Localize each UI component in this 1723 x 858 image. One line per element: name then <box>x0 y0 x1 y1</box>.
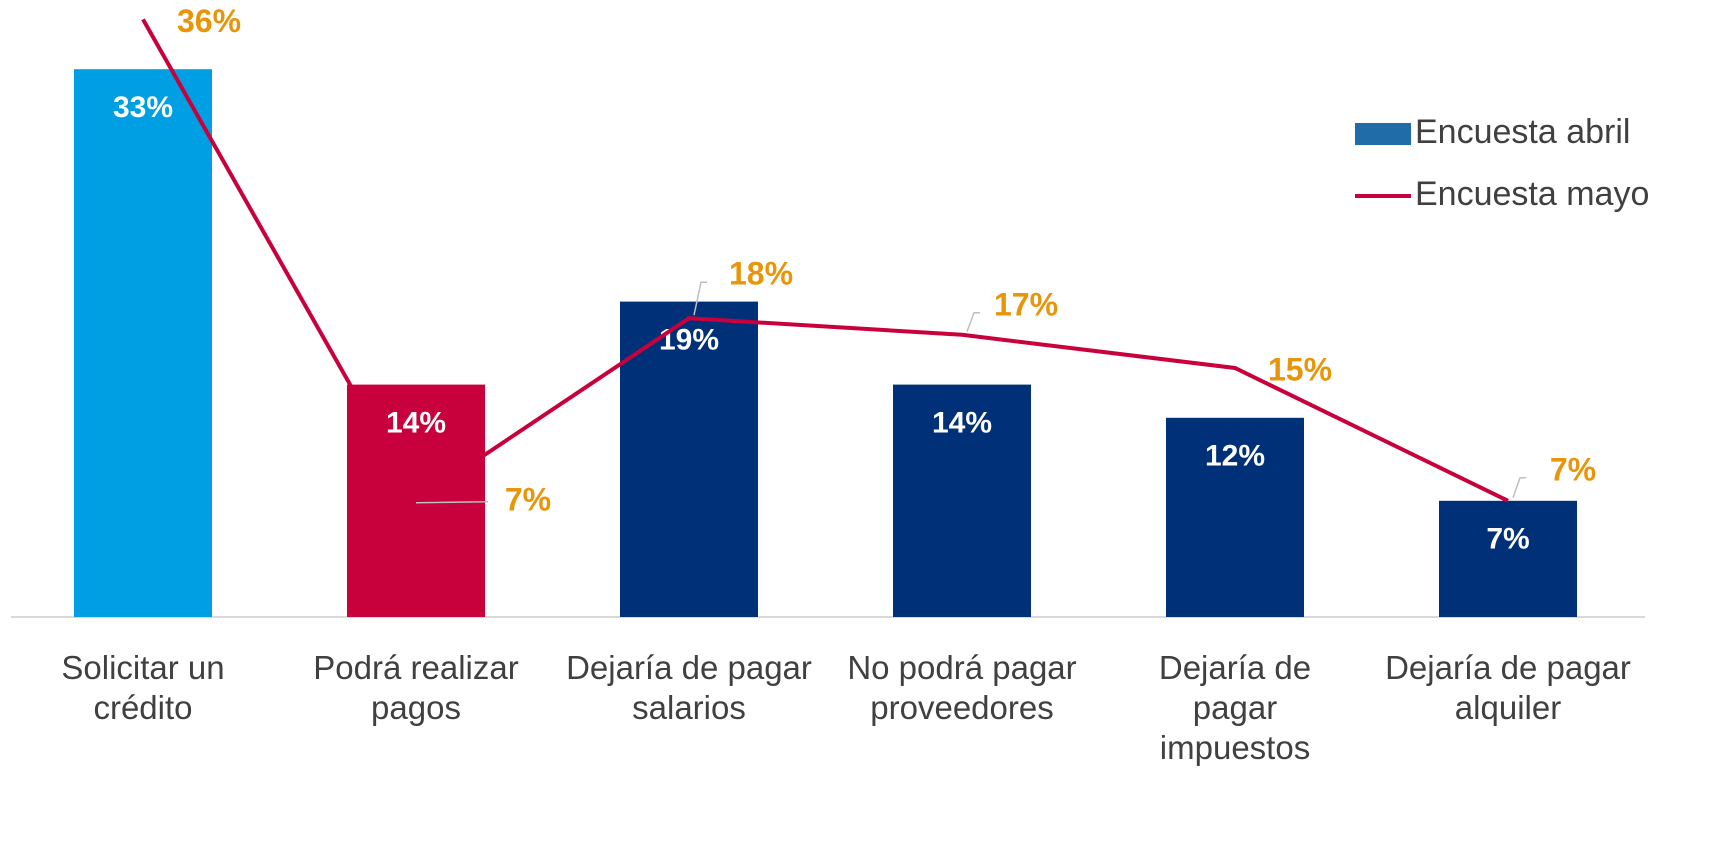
x-tick-label: Podrá realizar pagos <box>313 649 519 726</box>
line-label: 7% <box>1550 451 1596 487</box>
leader-line <box>693 281 707 316</box>
bar-label: 7% <box>1486 523 1529 556</box>
bar <box>1439 500 1577 617</box>
bar-label: 14% <box>932 407 992 440</box>
legend-label: Encuesta abril <box>1415 113 1630 151</box>
x-tick-label: Dejaría de pagar impuestos <box>1158 649 1312 766</box>
bar <box>893 384 1031 617</box>
x-tick-label: No podrá pagar proveedores <box>847 649 1077 726</box>
line-label: 18% <box>729 256 793 292</box>
x-tick-label: Dejaría de pagar salarios <box>566 649 812 726</box>
x-tick-label: Solicitar un crédito <box>61 649 225 726</box>
line-label: 17% <box>994 286 1058 322</box>
legend-swatch <box>1355 123 1411 145</box>
bar <box>1166 417 1304 617</box>
bar-label: 14% <box>386 407 446 440</box>
bar-label: 12% <box>1205 440 1265 473</box>
bar-label: 33% <box>113 91 173 124</box>
legend-label: Encuesta mayo <box>1415 175 1649 213</box>
leader-line <box>415 501 489 504</box>
bar-label: 19% <box>659 324 719 357</box>
line-label: 15% <box>1268 351 1332 387</box>
leader-line <box>1512 477 1526 499</box>
bar <box>620 301 758 617</box>
leader-line <box>966 312 980 333</box>
line-label: 36% <box>177 3 241 39</box>
bar <box>74 69 212 617</box>
line <box>141 18 1509 504</box>
line-label: 7% <box>505 481 551 517</box>
x-tick-label: Dejaría de pagar alquiler <box>1385 649 1631 726</box>
